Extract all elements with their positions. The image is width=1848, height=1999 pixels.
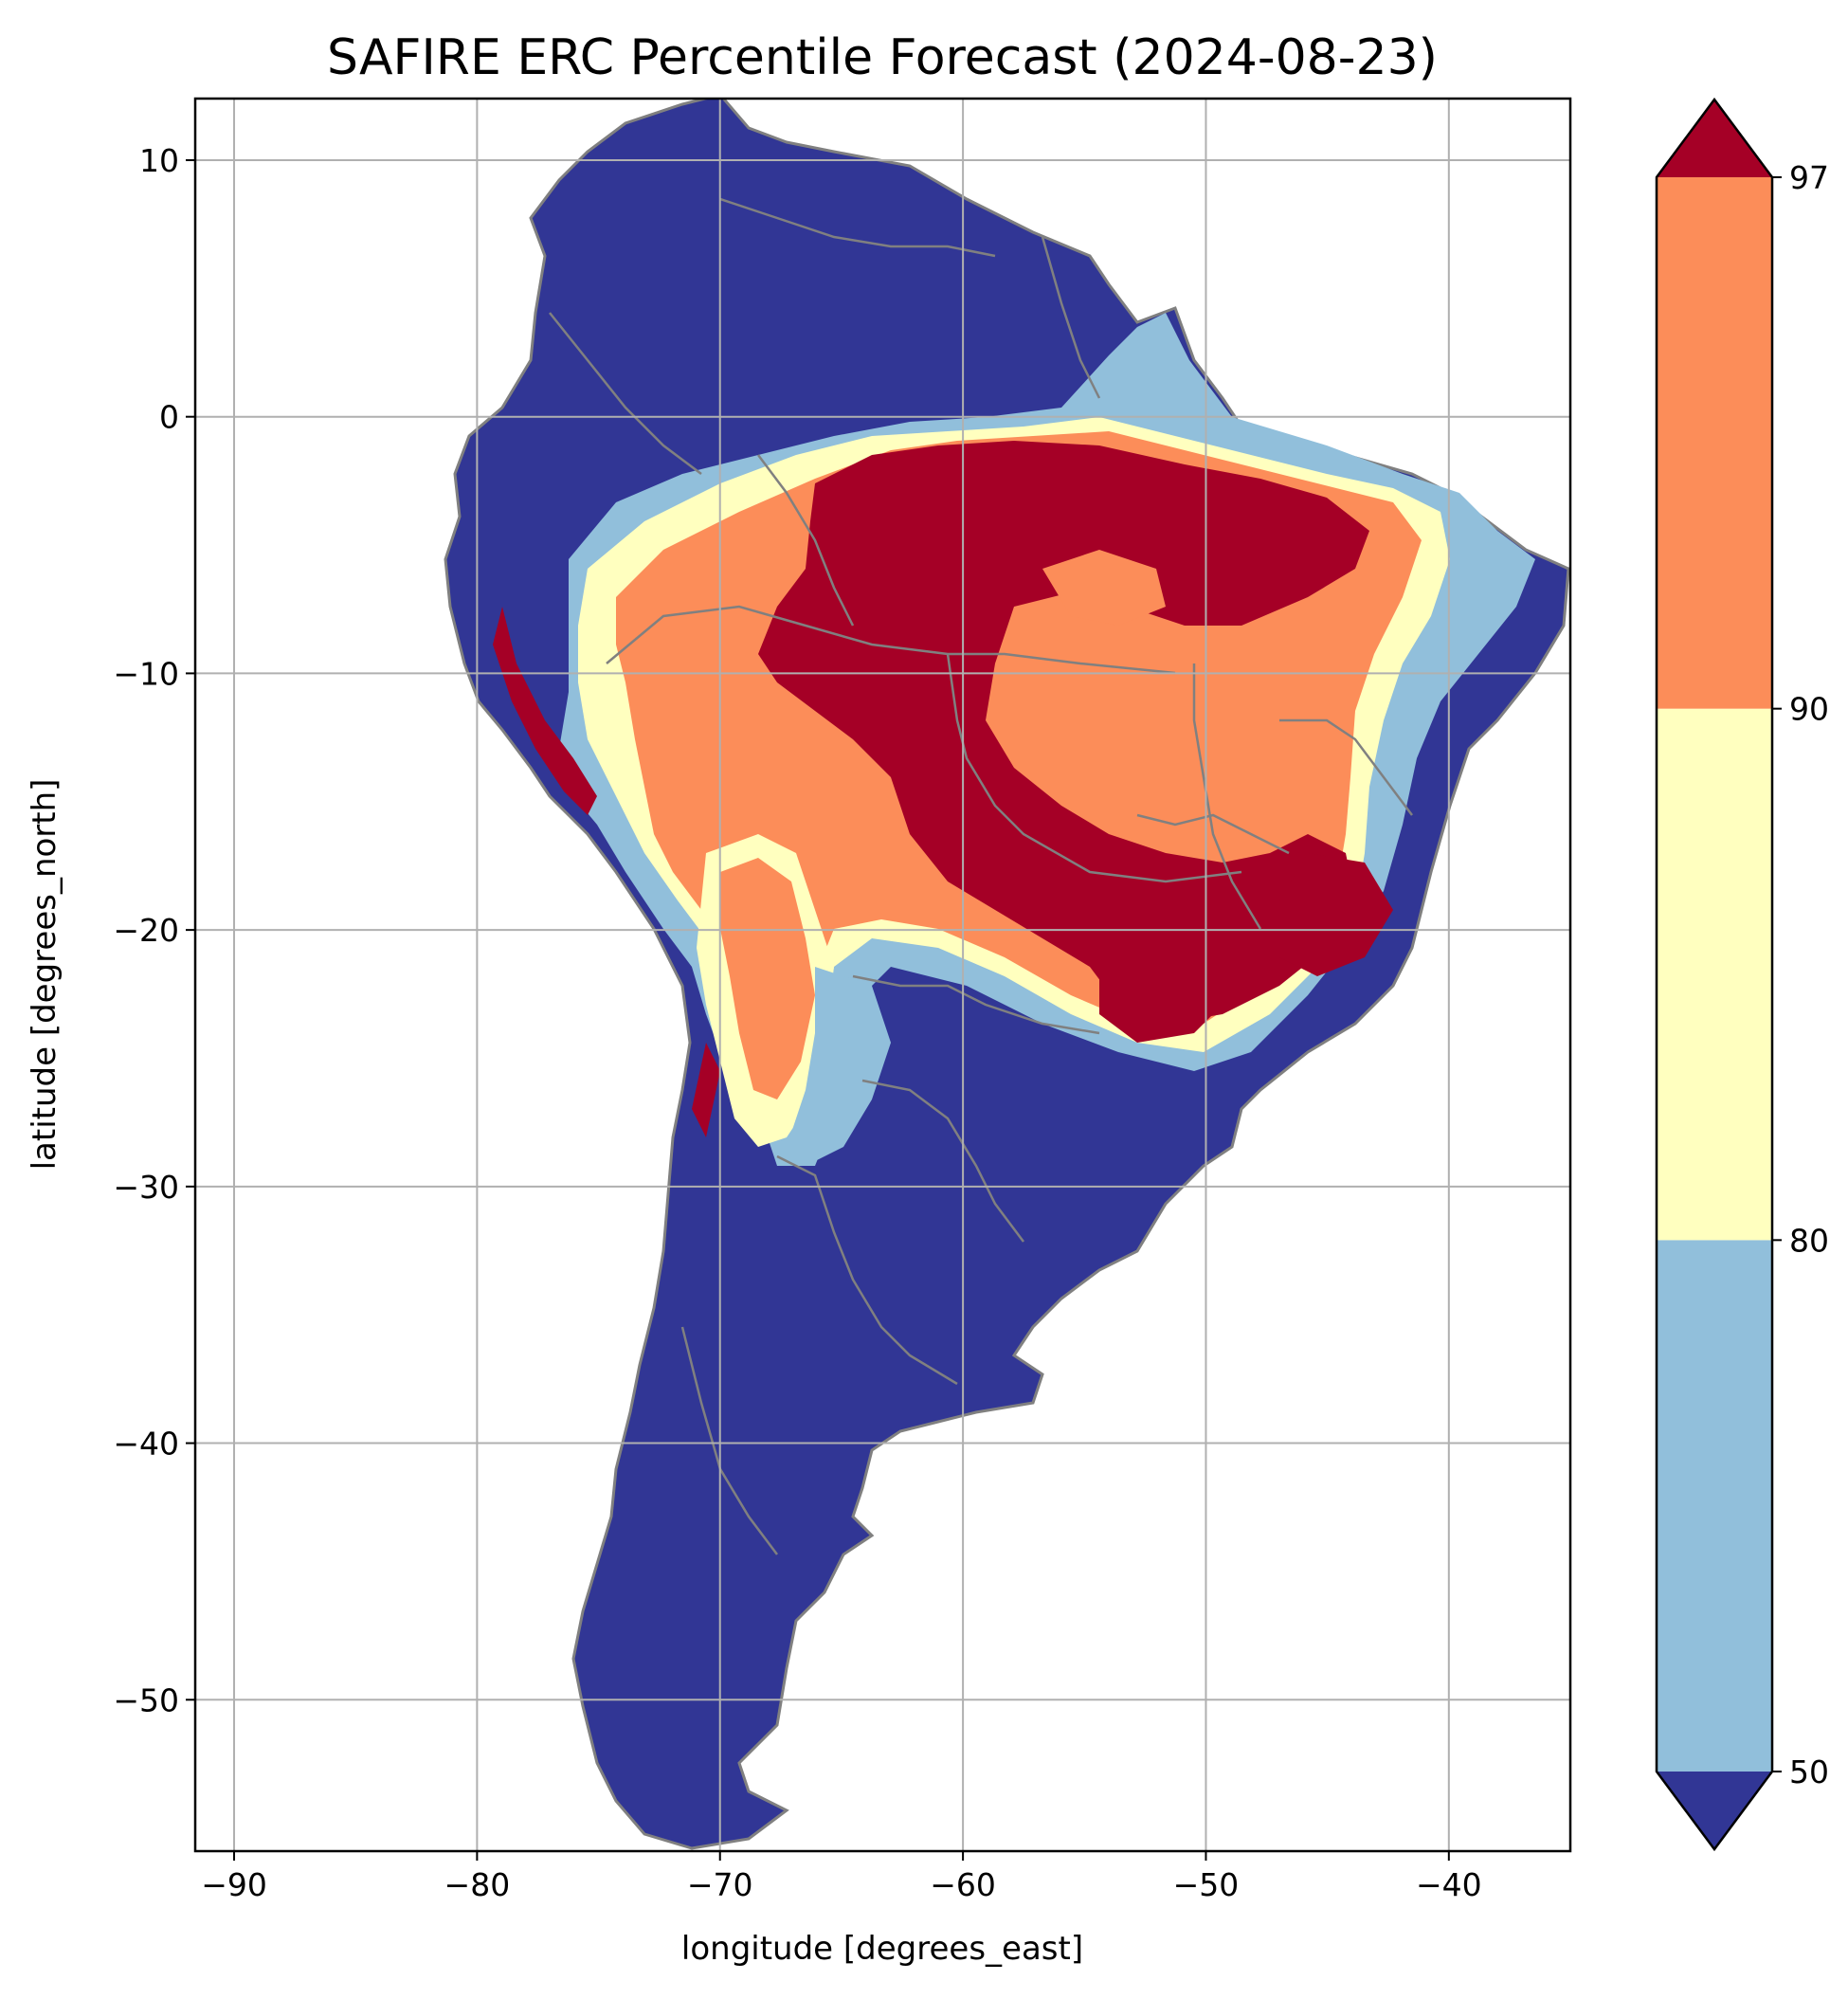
map-grid bbox=[195, 99, 1570, 1851]
x-tick-label: −90 bbox=[201, 1866, 267, 1903]
colorbar-over-arrow bbox=[1657, 100, 1772, 177]
y-tick-label: −40 bbox=[113, 1426, 179, 1463]
region-moderate bbox=[787, 967, 891, 1166]
map-regions bbox=[444, 99, 1570, 1850]
region-extreme bbox=[692, 1043, 720, 1137]
x-axis: −90 −80 −70 −60 −50 −40 bbox=[201, 1851, 1482, 1903]
colorbar-bin bbox=[1657, 708, 1772, 1241]
y-tick-label: −30 bbox=[113, 1169, 179, 1206]
x-tick-label: −50 bbox=[1173, 1866, 1240, 1903]
x-tick-label: −80 bbox=[444, 1866, 511, 1903]
map-frame bbox=[193, 97, 1572, 1853]
colorbar-tick-label: 97 bbox=[1789, 159, 1829, 196]
colorbar-bin bbox=[1657, 177, 1772, 709]
region-high bbox=[1042, 550, 1166, 626]
y-tick-label: −50 bbox=[113, 1681, 179, 1718]
map-axes: −90 −80 −70 −60 −50 −40 10 0 −10 −20 −30 −40 −50 bbox=[113, 97, 1572, 1903]
y-tick-label: −10 bbox=[113, 655, 179, 692]
y-axis-label: latitude [degrees_north] bbox=[26, 779, 63, 1171]
colorbar-tick-label: 50 bbox=[1789, 1754, 1829, 1790]
x-tick-label: −40 bbox=[1416, 1866, 1482, 1903]
y-tick-label: 10 bbox=[139, 142, 179, 179]
y-axis: 10 0 −10 −20 −30 −40 −50 bbox=[113, 142, 195, 1718]
x-tick-label: −60 bbox=[930, 1866, 996, 1903]
region-extreme bbox=[1279, 853, 1393, 976]
colorbar-bin bbox=[1657, 1240, 1772, 1772]
y-tick-label: 0 bbox=[159, 399, 179, 436]
region-extreme bbox=[758, 441, 1369, 1024]
region-extreme bbox=[493, 607, 597, 815]
x-tick-label: −70 bbox=[687, 1866, 753, 1903]
map-title: SAFIRE ERC Percentile Forecast (2024-08-… bbox=[327, 29, 1438, 86]
region-extreme bbox=[1099, 938, 1232, 1043]
y-tick-label: −20 bbox=[113, 912, 179, 949]
colorbar: 50 80 90 97 bbox=[1655, 97, 1829, 1852]
x-axis-label: longitude [degrees_east] bbox=[681, 1930, 1083, 1968]
colorbar-under-arrow bbox=[1657, 1772, 1772, 1849]
region-high bbox=[720, 858, 815, 1099]
colorbar-tick-label: 90 bbox=[1789, 691, 1829, 728]
colorbar-tick-label: 80 bbox=[1789, 1222, 1829, 1259]
